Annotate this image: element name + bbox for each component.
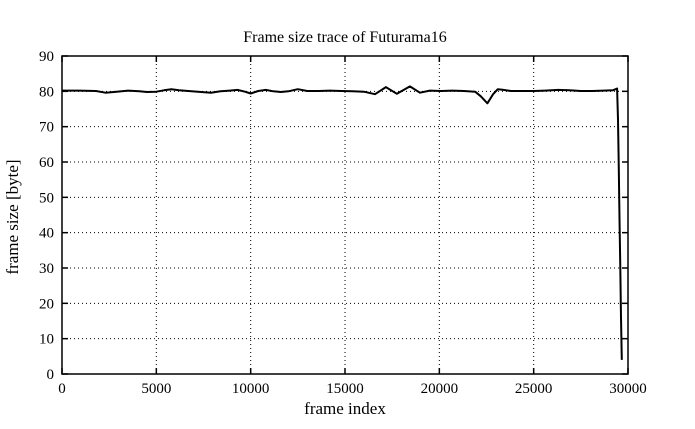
chart-title: Frame size trace of Futurama16: [243, 29, 447, 46]
y-tick-label: 50: [39, 190, 54, 206]
y-tick-label: 0: [47, 367, 55, 383]
y-tick-label: 40: [39, 226, 54, 242]
y-tick-label: 70: [39, 120, 54, 136]
x-tick-label: 5000: [141, 381, 171, 397]
x-tick-label: 20000: [421, 381, 459, 397]
x-axis-label: frame index: [304, 399, 386, 418]
x-tick-label: 15000: [326, 381, 364, 397]
y-tick-label: 20: [39, 296, 54, 312]
y-tick-label: 60: [39, 155, 54, 171]
plot-border: [61, 55, 629, 375]
x-tick-label: 30000: [609, 381, 647, 397]
y-tick-label: 30: [39, 261, 54, 277]
x-tick-label: 10000: [232, 381, 270, 397]
y-tick-label: 90: [39, 49, 54, 65]
data-line-frame-size: [62, 85, 623, 360]
y-tick-label: 80: [39, 84, 54, 100]
x-tick-label: 25000: [515, 381, 553, 397]
y-tick-label: 10: [39, 332, 54, 348]
x-tick-label: 0: [58, 381, 66, 397]
